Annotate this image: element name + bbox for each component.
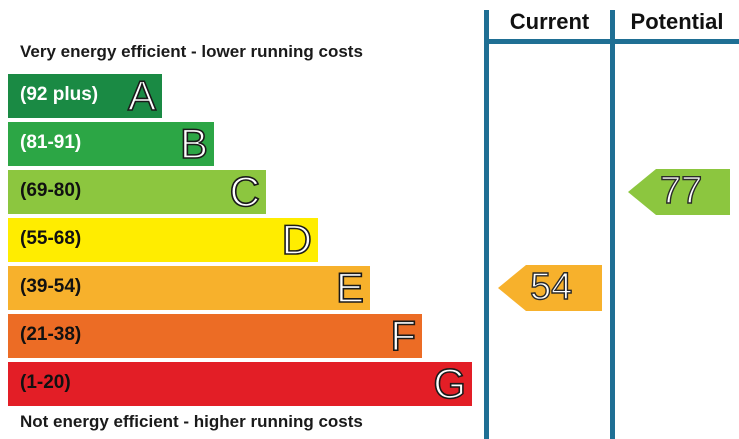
band-f: (21-38) F xyxy=(8,311,422,360)
current-arrow-shape xyxy=(498,265,602,311)
band-c: (69-80) C xyxy=(8,167,266,216)
band-range-label: (69-80) xyxy=(20,180,82,201)
potential-column-header: Potential xyxy=(630,9,724,34)
current-rating-value: 54 xyxy=(529,265,573,308)
current-column-right-border xyxy=(610,10,615,439)
band-range-label: (1-20) xyxy=(20,372,71,393)
band-a: (92 plus) A xyxy=(8,71,162,120)
band-letter: B xyxy=(179,119,209,168)
band-letter: E xyxy=(335,263,365,312)
band-range-label: (21-38) xyxy=(20,324,82,345)
band-range-label: (55-68) xyxy=(20,228,82,249)
band-range-label: (81-91) xyxy=(20,132,82,153)
potential-arrow-shape xyxy=(628,169,730,215)
band-g: (1-20) G xyxy=(8,359,472,408)
band-letter: G xyxy=(433,359,467,408)
top-caption: Very energy efficient - lower running co… xyxy=(20,42,363,61)
band-b: (81-91) B xyxy=(8,119,214,168)
band-letter: A xyxy=(127,71,157,120)
current-column-header: Current xyxy=(509,9,590,34)
band-letter: F xyxy=(390,311,417,360)
bottom-caption: Not energy efficient - higher running co… xyxy=(20,412,363,431)
potential-rating-value: 77 xyxy=(659,169,703,212)
header-divider xyxy=(484,39,739,44)
current-column-left-border xyxy=(484,10,489,439)
band-d: (55-68) D xyxy=(8,215,318,264)
band-e: (39-54) E xyxy=(8,263,370,312)
band-letter: C xyxy=(229,167,261,216)
current-rating-arrow: 54 xyxy=(498,265,602,311)
potential-rating-arrow: 77 xyxy=(628,169,730,215)
band-range-label: (39-54) xyxy=(20,276,82,297)
band-range-label: (92 plus) xyxy=(20,84,99,105)
band-letter: D xyxy=(281,215,313,264)
